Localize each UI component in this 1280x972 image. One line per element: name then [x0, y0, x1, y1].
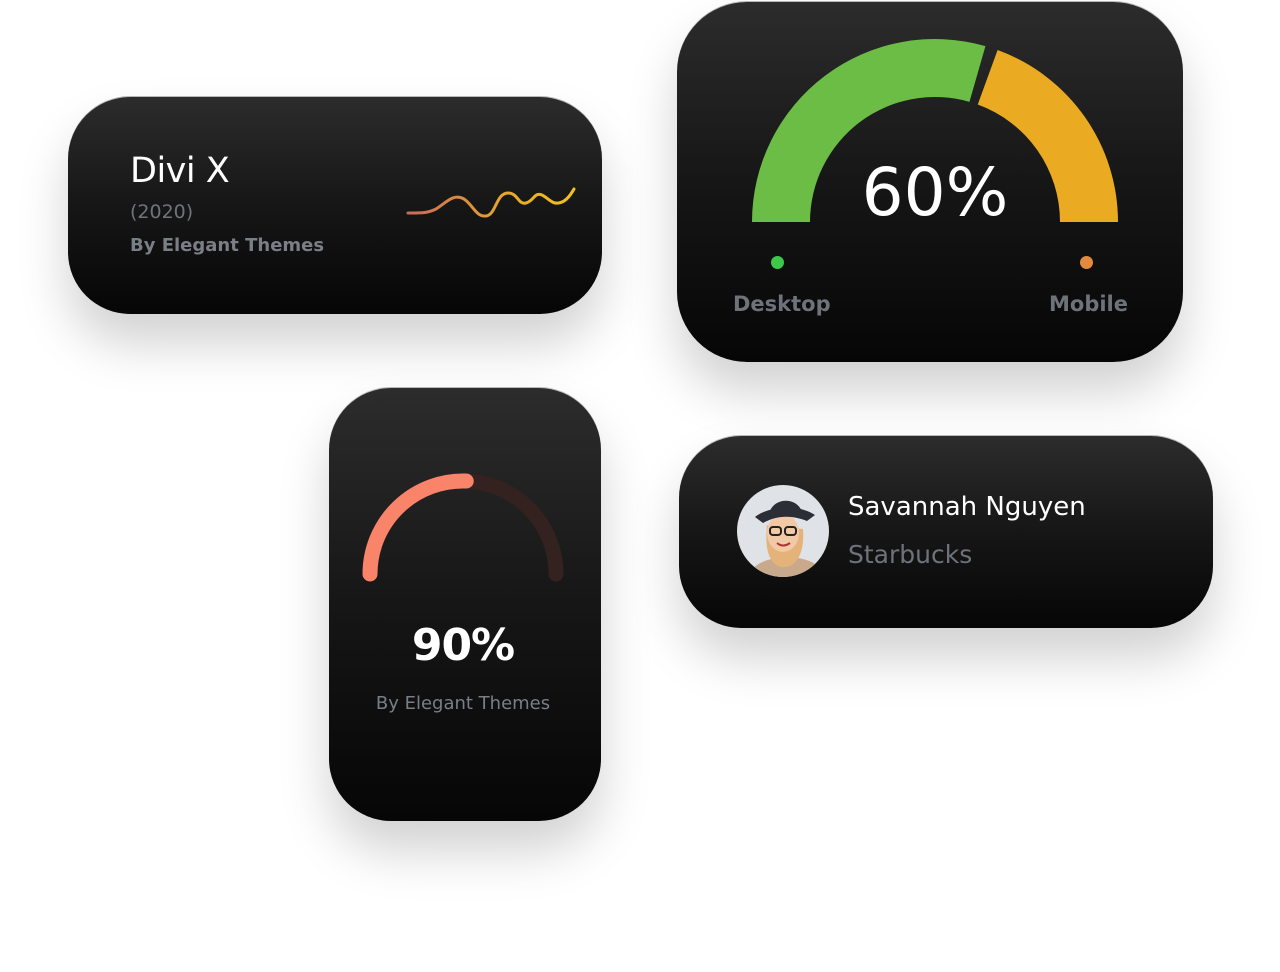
- device-gauge-card: 60% Desktop Mobile: [677, 2, 1183, 362]
- score-value: 90%: [411, 620, 515, 671]
- score-author: By Elegant Themes: [375, 693, 551, 714]
- product-year: (2020): [130, 201, 194, 223]
- profile-company: Starbucks: [848, 540, 973, 569]
- desktop-legend-label: Desktop: [733, 292, 831, 316]
- person-avatar-icon: [747, 500, 827, 577]
- gauge-value: 60%: [861, 154, 1009, 231]
- mobile-legend-dot: [1080, 256, 1093, 269]
- product-card: Divi X (2020) By Elegant Themes: [68, 97, 602, 314]
- sparkline-chart: [406, 187, 576, 218]
- mobile-legend-label: Mobile: [1049, 292, 1128, 316]
- score-gauge: [362, 473, 564, 582]
- desktop-legend-dot: [771, 256, 784, 269]
- device-gauge: [752, 39, 1118, 222]
- profile-card: Savannah Nguyen Starbucks: [679, 436, 1213, 628]
- desktop-arc: [752, 39, 986, 222]
- product-title: Divi X: [130, 151, 230, 191]
- score-track: [362, 473, 564, 582]
- sparkline-line: [406, 187, 576, 218]
- score-card: 90% By Elegant Themes: [329, 388, 601, 821]
- profile-name: Savannah Nguyen: [848, 492, 1086, 522]
- score-fill: [362, 473, 474, 582]
- product-author: By Elegant Themes: [130, 235, 325, 256]
- mobile-arc: [977, 50, 1118, 222]
- avatar[interactable]: [737, 485, 829, 577]
